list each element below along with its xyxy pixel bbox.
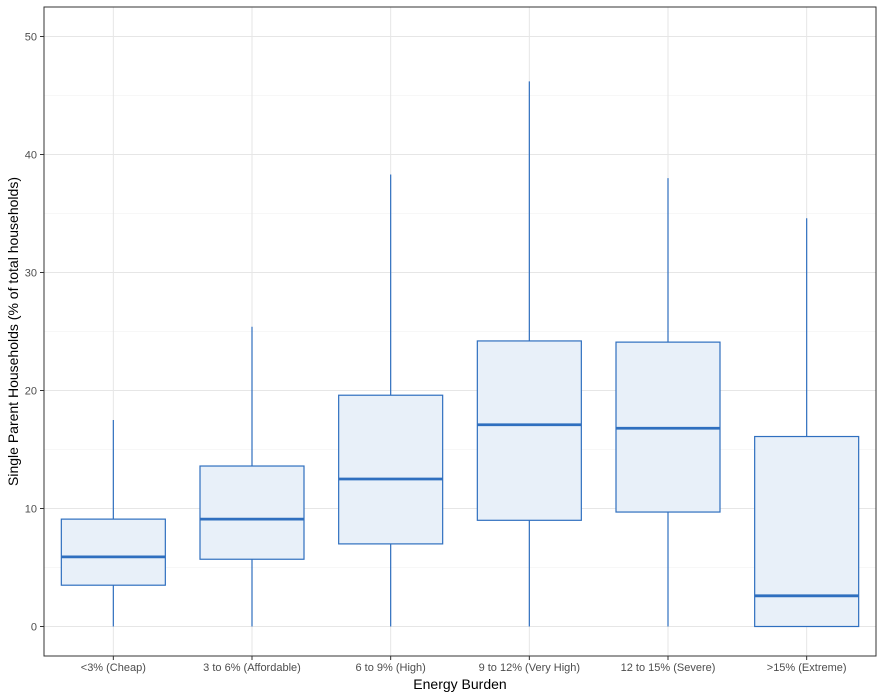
box-0: [60, 420, 166, 627]
iqr-box: [199, 465, 305, 560]
y-axis-title: Single Parent Households (% of total hou…: [5, 177, 21, 486]
y-axis: 0 10 20 30 40 50: [25, 32, 44, 634]
x-tick-label: 12 to 15% (Severe): [621, 662, 716, 674]
x-axis-title: Energy Burden: [413, 676, 506, 692]
iqr-box: [754, 435, 860, 628]
box-4: [615, 178, 721, 627]
iqr-box: [60, 518, 166, 586]
grid: [44, 7, 876, 656]
iqr-box: [338, 394, 444, 545]
y-tick-label: 30: [25, 268, 37, 280]
boxes: [60, 81, 860, 628]
y-tick-label: 0: [31, 622, 37, 634]
y-tick-label: 50: [25, 32, 37, 44]
x-tick-label: 3 to 6% (Affordable): [203, 662, 301, 674]
x-tick-label: 9 to 12% (Very High): [479, 662, 581, 674]
box-3: [476, 81, 582, 627]
x-tick-label: <3% (Cheap): [81, 662, 146, 674]
y-tick-label: 20: [25, 386, 37, 398]
box-1: [199, 326, 305, 627]
panel-border: [43, 6, 877, 657]
y-tick-label: 10: [25, 504, 37, 516]
box-2: [338, 174, 444, 627]
x-tick-label: >15% (Extreme): [767, 662, 847, 674]
y-tick-label: 40: [25, 150, 37, 162]
box-5: [754, 218, 860, 628]
x-axis: <3% (Cheap) 3 to 6% (Affordable) 6 to 9% (…: [81, 656, 847, 674]
iqr-box: [476, 340, 582, 521]
x-tick-label: 6 to 9% (High): [356, 662, 426, 674]
